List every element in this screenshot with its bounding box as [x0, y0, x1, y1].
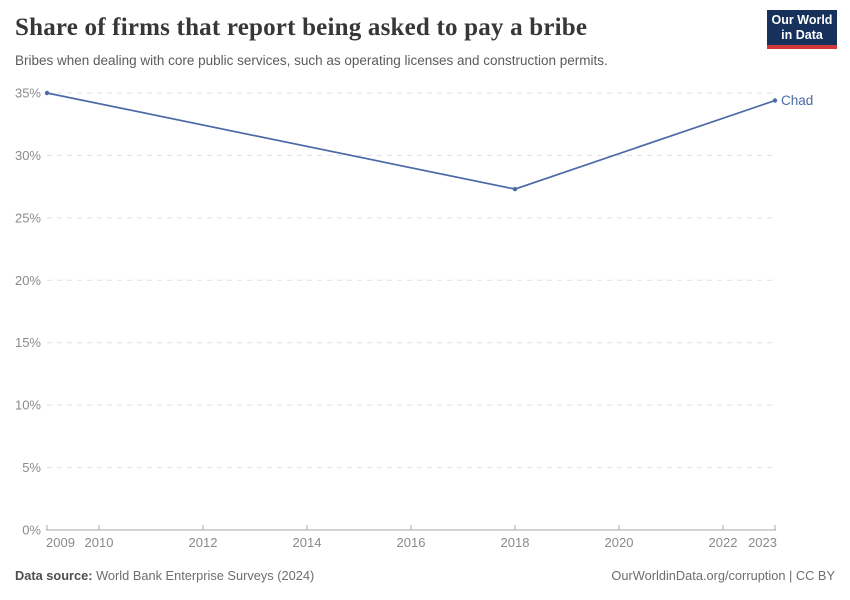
x-axis-tick-label: 2018: [501, 535, 530, 550]
y-axis-tick-label: 0%: [22, 523, 41, 538]
data-source: Data source: World Bank Enterprise Surve…: [15, 568, 314, 583]
y-axis-tick-label: 20%: [15, 273, 41, 288]
page-title: Share of firms that report being asked t…: [15, 14, 588, 41]
x-axis-tick-label: 2010: [85, 535, 114, 550]
x-axis-tick-label: 2022: [709, 535, 738, 550]
series-label-chad[interactable]: Chad: [781, 93, 813, 108]
owid-logo-line1: Our World: [771, 12, 833, 27]
data-point: [772, 98, 778, 103]
x-axis-tick-label: 2014: [293, 535, 322, 550]
y-axis-tick-label: 10%: [15, 398, 41, 413]
x-axis-tick-label: 2023: [748, 535, 777, 550]
y-axis-tick-label: 25%: [15, 210, 41, 225]
data-point: [512, 186, 518, 192]
x-axis-tick-label: 2009: [46, 535, 75, 550]
y-axis-tick-label: 5%: [22, 460, 41, 475]
line-chart: 0% 5% 10% 15% 20% 25% 30% 35% 2009 2010 2012 2014 20…: [15, 86, 813, 551]
y-axis-tick-label: 35%: [15, 86, 41, 101]
data-source-value: World Bank Enterprise Surveys (2024): [92, 568, 315, 583]
owid-url-license-link[interactable]: OurWorldinData.org/corruption | CC BY: [611, 568, 835, 583]
series-line-chad: [46, 92, 776, 190]
chart-subtitle: Bribes when dealing with core public ser…: [15, 53, 608, 68]
x-axis-tick-label: 2012: [189, 535, 218, 550]
y-axis-tick-label: 30%: [15, 148, 41, 163]
data-point: [44, 90, 50, 96]
owid-logo-line2: in Data: [781, 27, 823, 42]
x-axis-tick-label: 2016: [397, 535, 426, 550]
owid-logo: Our World in Data: [767, 10, 837, 49]
y-axis-tick-label: 15%: [15, 335, 41, 350]
x-axis-tick-label: 2020: [605, 535, 634, 550]
data-source-label: Data source:: [15, 568, 93, 583]
chart-footer: Data source: World Bank Enterprise Surve…: [15, 568, 835, 583]
